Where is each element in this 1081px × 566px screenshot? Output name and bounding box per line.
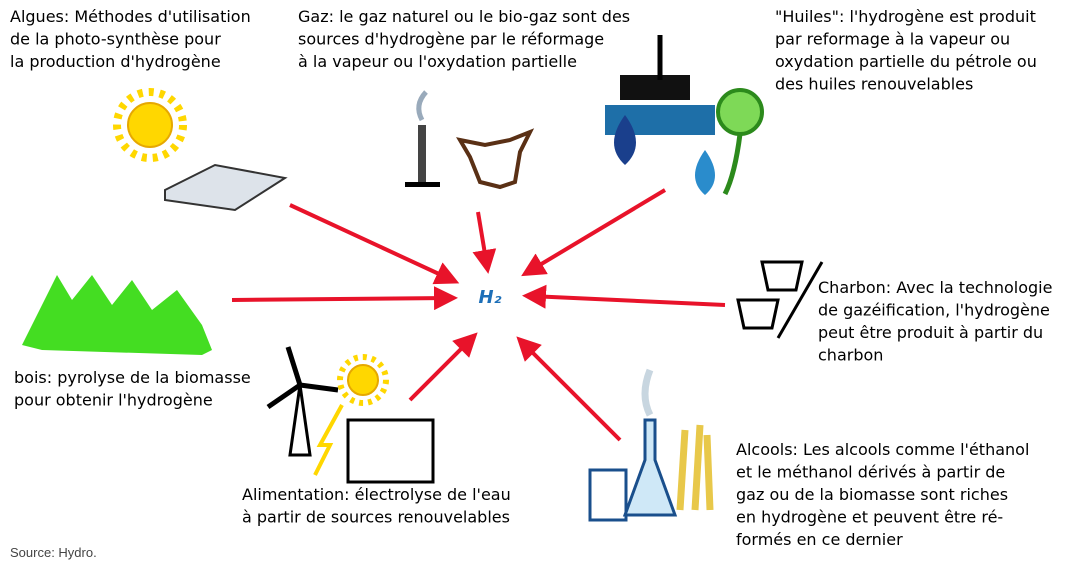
node-text: de la photo-synthèse pour	[10, 30, 221, 49]
node-text: Alimentation: électrolyse de l'eau	[242, 485, 511, 504]
arrow	[289, 203, 460, 285]
coal-icon	[736, 260, 824, 339]
turbine-icon	[288, 384, 312, 457]
node-text: "Huiles": l'hydrogène est produit	[775, 7, 1036, 26]
node-text: formés en ce dernier	[736, 530, 903, 549]
node-text: la production d'hydrogène	[10, 52, 221, 71]
burner-base	[405, 182, 440, 187]
node-text: sources d'hydrogène par le réformage	[298, 30, 604, 49]
node-text: Gaz: le gaz naturel ou le bio-gaz sont d…	[298, 7, 630, 26]
source-note: Source: Hydro.	[10, 545, 97, 560]
icons	[22, 35, 824, 522]
lightning	[313, 404, 344, 476]
platform-icon	[620, 75, 690, 100]
algae-tank	[164, 163, 288, 212]
arrow	[522, 284, 726, 309]
arrow	[231, 286, 458, 311]
cow-icon	[456, 128, 535, 190]
arrow	[408, 332, 478, 402]
flame	[416, 90, 428, 122]
node-text: en hydrogène et peuvent être ré-	[736, 508, 1003, 527]
sun-icon	[337, 354, 389, 406]
node-text: à la vapeur ou l'oxydation partielle	[298, 52, 577, 71]
drop-icon	[695, 150, 715, 195]
node-text: Algues: Méthodes d'utilisation	[10, 7, 251, 26]
wheat-icon	[676, 424, 714, 511]
flower-icon	[716, 88, 764, 136]
flask-icon	[622, 418, 678, 517]
node-text: peut être produit à partir du	[818, 323, 1043, 342]
trees-icon	[22, 275, 212, 355]
vapor	[641, 368, 654, 417]
stem	[722, 133, 743, 196]
arrow	[521, 188, 667, 277]
dam-icon	[346, 418, 435, 484]
burner-icon	[418, 125, 426, 185]
arrow	[472, 211, 497, 274]
node-text: des huiles renouvelables	[775, 75, 973, 94]
node-text: Alcools: Les alcools comme l'éthanol	[736, 440, 1029, 459]
node-text: bois: pyrolyse de la biomasse	[14, 368, 251, 387]
node-text: pour obtenir l'hydrogène	[14, 391, 213, 410]
node-text: gaz ou de la biomasse sont riches	[736, 485, 1008, 504]
node-text: oxydation partielle du pétrole ou	[775, 52, 1037, 71]
node-text: par reformage à la vapeur ou	[775, 30, 1010, 49]
beaker-icon	[588, 468, 628, 522]
drop-icon	[614, 115, 636, 165]
arrow	[516, 336, 622, 442]
center-label: H₂	[479, 287, 502, 308]
blades	[266, 346, 339, 410]
node-text: charbon	[818, 346, 883, 365]
node-text: de gazéification, l'hydrogène	[818, 301, 1050, 320]
sun-icon	[113, 88, 187, 162]
node-text: et le méthanol dérivés à partir de	[736, 463, 1005, 482]
node-text: à partir de sources renouvelables	[242, 508, 510, 527]
node-text: Charbon: Avec la technologie	[818, 278, 1052, 297]
arrows	[231, 188, 726, 442]
